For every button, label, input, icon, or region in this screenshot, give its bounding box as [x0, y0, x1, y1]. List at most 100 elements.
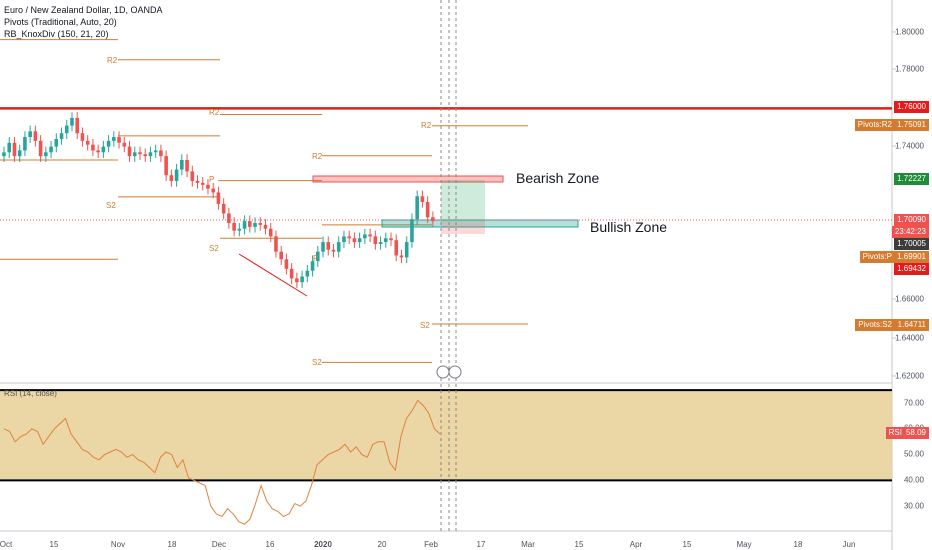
candle-body — [75, 117, 80, 134]
candle-body — [12, 142, 17, 157]
candle-body — [59, 133, 64, 139]
bearish-zone-label: Bearish Zone — [516, 170, 600, 186]
candle-body — [200, 182, 205, 185]
candle-body — [410, 219, 414, 243]
candle-body — [289, 268, 294, 279]
candle-body — [195, 180, 200, 183]
rsi-axis-label: 70.00 — [903, 398, 924, 408]
candle-body — [148, 152, 153, 157]
candle-body — [389, 238, 393, 241]
time-axis-label: Mar — [521, 540, 535, 549]
rsi-line — [3, 399, 441, 525]
candle-body — [383, 238, 388, 243]
candle-body — [394, 240, 399, 256]
pivots-indicator-label[interactable]: Pivots (Traditional, Auto, 20) — [4, 17, 117, 27]
candle-body — [284, 259, 289, 269]
stop-loss-box — [441, 222, 485, 234]
zone-boxes — [312, 175, 579, 234]
symbol-title[interactable]: Euro / New Zealand Dollar, 1D, OANDA — [4, 5, 163, 15]
rsi-axis-label: 50.00 — [903, 449, 924, 459]
price-axis-label: 1.74000 — [895, 141, 924, 151]
price-axis-label: 1.66000 — [895, 294, 924, 304]
time-axis-label: 2020 — [314, 540, 332, 549]
candle-body — [101, 146, 106, 153]
candle-body — [305, 270, 310, 277]
candle-body — [253, 223, 257, 227]
candle-body — [404, 242, 409, 258]
candle-body — [106, 140, 111, 147]
time-axis-label: Jun — [842, 540, 856, 549]
candle-body — [216, 192, 221, 204]
time-axis-label: 15 — [682, 540, 692, 549]
candle-body — [85, 140, 90, 145]
pivot-label-r2: R2 — [209, 108, 220, 117]
rsi-band — [0, 390, 892, 481]
candle-body — [279, 251, 283, 260]
candle-body — [274, 236, 278, 252]
candle-body — [232, 223, 236, 231]
candle-body — [425, 201, 430, 218]
candle-body — [153, 150, 158, 153]
candle-body — [33, 131, 38, 141]
candle-body — [221, 203, 226, 214]
candle-body — [431, 217, 435, 222]
candle-body — [28, 131, 32, 138]
rsi-indicator-label[interactable]: RSI (14, close) — [4, 389, 57, 398]
candle-body — [237, 228, 242, 231]
pivot-s2-tag: Pivots:S2 — [855, 319, 895, 331]
price-axis-label: 1.78000 — [895, 64, 924, 74]
time-axis-label: May — [736, 540, 752, 549]
time-axis-label: 15 — [49, 540, 59, 549]
target-profit-box — [441, 180, 485, 222]
pivot-lines — [0, 39, 528, 363]
bearish-target-price-tag: 1.69432 — [894, 263, 929, 275]
time-axis-label: 15 — [574, 540, 584, 549]
rsi-value-tag: 58.09 — [902, 427, 929, 439]
candle-body — [331, 249, 336, 252]
event-marker — [436, 365, 450, 379]
pivot-label-p: P — [209, 175, 215, 184]
candle-body — [268, 228, 273, 237]
pivot-r2-value-tag: 1.75091 — [894, 119, 929, 131]
pivot-label-r2: R2 — [312, 152, 323, 161]
candle-body — [378, 242, 383, 245]
pivot-p-tag: Pivots:P — [859, 251, 895, 263]
time-axis-label: 16 — [265, 540, 275, 549]
candle-body — [169, 175, 174, 181]
candle-body — [258, 223, 263, 225]
candle-body — [227, 213, 231, 223]
time-axis-label: 17 — [476, 540, 486, 549]
candle-body — [415, 196, 419, 220]
candle-body — [352, 238, 357, 243]
pivot-label-s2: S2 — [312, 358, 322, 367]
time-axis-label: Apr — [629, 540, 643, 549]
candle-body — [70, 117, 74, 126]
candle-body — [242, 221, 247, 229]
candle-body — [180, 159, 184, 170]
candle-body — [420, 196, 425, 202]
knoxdiv-indicator-label[interactable]: RB_KnoxDiv (150, 21, 20) — [4, 29, 109, 39]
candle-body — [295, 278, 299, 283]
event-marker — [448, 365, 462, 379]
crosshair-price-tag: 1.70005 — [894, 238, 929, 250]
candle-body — [80, 133, 85, 141]
pivot-label-s2: S2 — [420, 321, 430, 330]
candle-body — [368, 234, 372, 237]
pivot-r2-tag: Pivots:R2 — [854, 119, 895, 131]
pivot-p-value-tag: 1.69901 — [894, 251, 929, 263]
bullish-zone-label: Bullish Zone — [590, 219, 668, 235]
time-axis-label: Feb — [424, 540, 438, 549]
candle-body — [54, 138, 59, 147]
candle-body — [23, 137, 27, 151]
candle-body — [347, 236, 351, 239]
rsi-tag: RSI — [885, 427, 905, 439]
candle-body — [300, 276, 304, 283]
time-axis-label: Nov — [110, 540, 126, 549]
countdown-tag: 23:42:23 — [891, 226, 929, 238]
last-price-tag: 1.70090 — [894, 214, 929, 226]
candle-body — [357, 238, 362, 243]
bearish-zone-box — [312, 175, 504, 183]
candle-body — [143, 154, 148, 157]
candle-body — [248, 221, 252, 227]
